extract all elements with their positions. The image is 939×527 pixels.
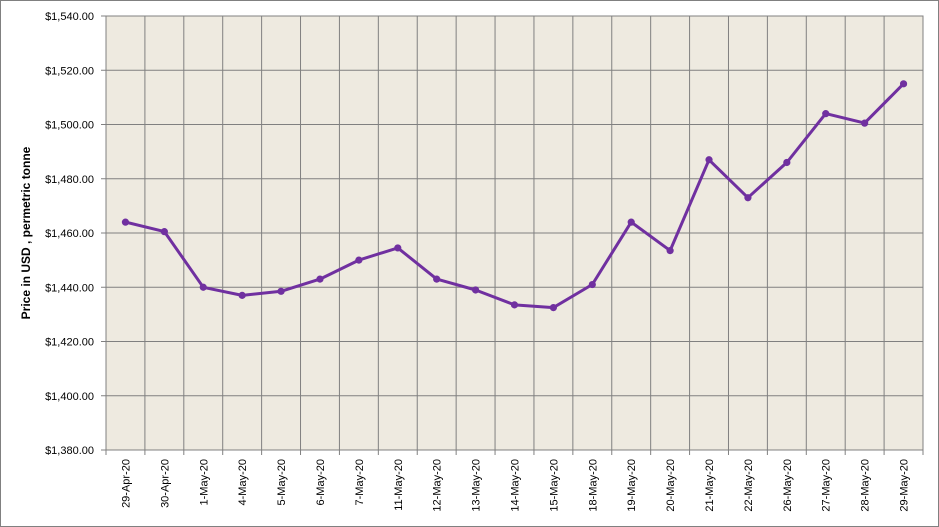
x-tick-label: 30-Apr-20 <box>159 459 171 508</box>
data-point <box>277 287 285 295</box>
y-tick-label: $1,520.00 <box>45 65 94 77</box>
y-axis-tick-labels: $1,380.00 $1,400.00 $1,420.00 $1,440.00 $1,4… <box>45 11 94 457</box>
data-point <box>666 247 674 255</box>
data-point <box>160 228 168 236</box>
data-point <box>705 156 713 164</box>
data-point <box>549 303 558 312</box>
data-point <box>433 275 441 283</box>
data-point <box>744 194 752 202</box>
y-tick-label: $1,460.00 <box>45 228 94 240</box>
y-tick-label: $1,380.00 <box>45 445 94 457</box>
x-tick-label: 21-May-20 <box>704 459 716 512</box>
data-point <box>627 218 635 226</box>
data-point <box>861 119 869 127</box>
x-tick-label: 4-May-20 <box>237 459 249 505</box>
x-tick-label: 29-Apr-20 <box>120 459 132 508</box>
data-point <box>355 256 363 264</box>
y-tick-label: $1,420.00 <box>45 337 94 349</box>
x-tick-label: 29-May-20 <box>899 459 911 512</box>
gridlines <box>101 15 924 455</box>
x-tick-label: 12-May-20 <box>432 459 444 512</box>
series-group <box>121 80 908 312</box>
y-tick-label: $1,440.00 <box>45 282 94 294</box>
x-tick-label: 15-May-20 <box>548 459 560 512</box>
data-point <box>121 218 130 226</box>
x-tick-label: 6-May-20 <box>315 459 327 505</box>
x-tick-label: 14-May-20 <box>510 459 522 512</box>
y-tick-label: $1,500.00 <box>45 120 94 132</box>
x-tick-label: 13-May-20 <box>471 459 483 512</box>
x-tick-label: 27-May-20 <box>821 459 833 512</box>
x-tick-label: 1-May-20 <box>198 459 210 505</box>
x-tick-label: 20-May-20 <box>665 459 677 512</box>
y-tick-label: $1,540.00 <box>45 11 94 23</box>
data-point <box>199 283 207 291</box>
y-axis-title: Price in USD , permetric tonne <box>19 146 33 319</box>
data-point <box>588 280 596 289</box>
data-point <box>316 275 324 283</box>
data-point <box>783 158 791 167</box>
y-tick-label: $1,480.00 <box>45 174 94 186</box>
data-point <box>394 244 402 252</box>
data-point <box>510 301 519 309</box>
x-tick-label: 19-May-20 <box>626 459 638 512</box>
data-point <box>899 80 908 88</box>
x-tick-label: 11-May-20 <box>393 459 405 511</box>
data-point <box>822 110 830 118</box>
data-point <box>471 286 480 294</box>
y-tick-label: $1,400.00 <box>45 391 94 403</box>
x-tick-label: 5-May-20 <box>276 459 288 505</box>
x-tick-label: 28-May-20 <box>860 459 872 512</box>
x-axis-tick-labels: 29-Apr-20 30-Apr-20 1-May-20 4-May-20 5-May-… <box>120 459 910 512</box>
x-tick-label: 18-May-20 <box>587 459 599 512</box>
x-tick-label: 26-May-20 <box>782 459 794 512</box>
data-point <box>238 291 246 299</box>
x-tick-label: 22-May-20 <box>743 459 755 512</box>
x-tick-label: 7-May-20 <box>354 459 366 505</box>
